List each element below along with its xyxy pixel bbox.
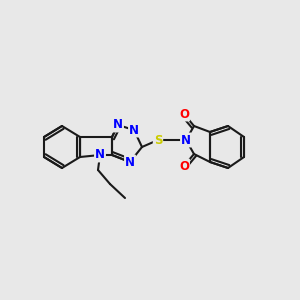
Text: N: N	[95, 148, 105, 161]
Text: N: N	[125, 155, 135, 169]
Text: N: N	[129, 124, 139, 136]
Text: S: S	[154, 134, 162, 146]
Text: O: O	[179, 107, 189, 121]
Text: O: O	[179, 160, 189, 172]
Text: N: N	[113, 118, 123, 131]
Text: N: N	[181, 134, 191, 146]
